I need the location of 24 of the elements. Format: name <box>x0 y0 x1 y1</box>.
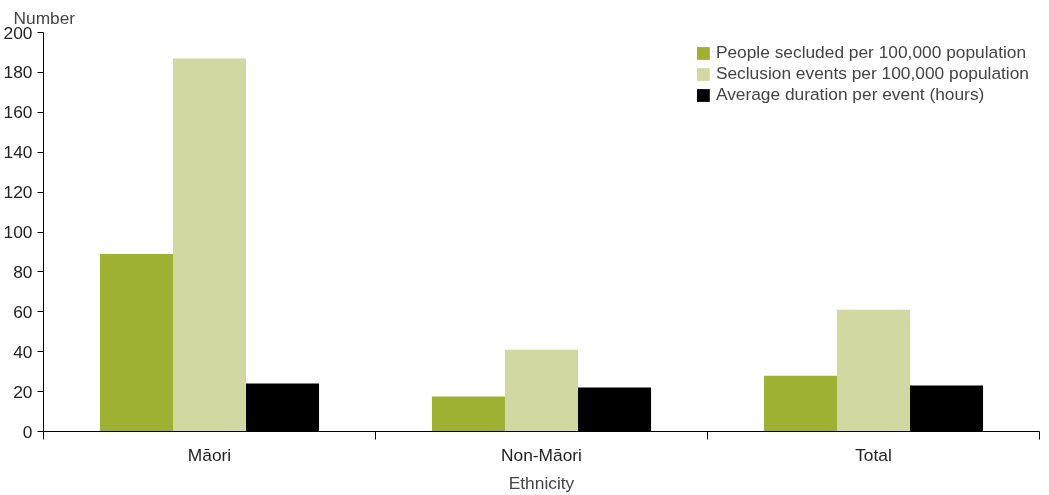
y-axis-title: Number <box>13 7 76 28</box>
x-tick-label: Māori <box>187 444 232 465</box>
y-tick-label: 180 <box>3 62 33 83</box>
bar <box>836 309 911 432</box>
legend-label: Seclusion events per 100,000 population <box>715 63 1029 84</box>
y-tick-label: 160 <box>3 102 33 123</box>
bar <box>172 58 247 432</box>
y-tick-label: 80 <box>13 261 33 282</box>
bar <box>99 253 173 432</box>
y-tick-label: 0 <box>22 421 33 442</box>
bar <box>763 375 837 432</box>
y-tick-label: 20 <box>13 381 33 402</box>
x-axis-title: Ethnicity <box>508 472 575 493</box>
bar <box>504 349 579 432</box>
bar <box>431 396 505 432</box>
y-tick-label: 120 <box>3 182 33 203</box>
y-tick-label: 100 <box>3 222 33 242</box>
legend-label: Average duration per event (hours) <box>715 84 985 105</box>
x-tick-label: Non-Māori <box>501 444 582 465</box>
y-tick-label: 140 <box>3 142 33 163</box>
y-tick-label: 40 <box>13 341 33 362</box>
y-tick-label: 60 <box>13 301 33 322</box>
legend-label: People secluded per 100,000 population <box>715 42 1027 63</box>
x-tick-label: Total <box>855 444 892 465</box>
